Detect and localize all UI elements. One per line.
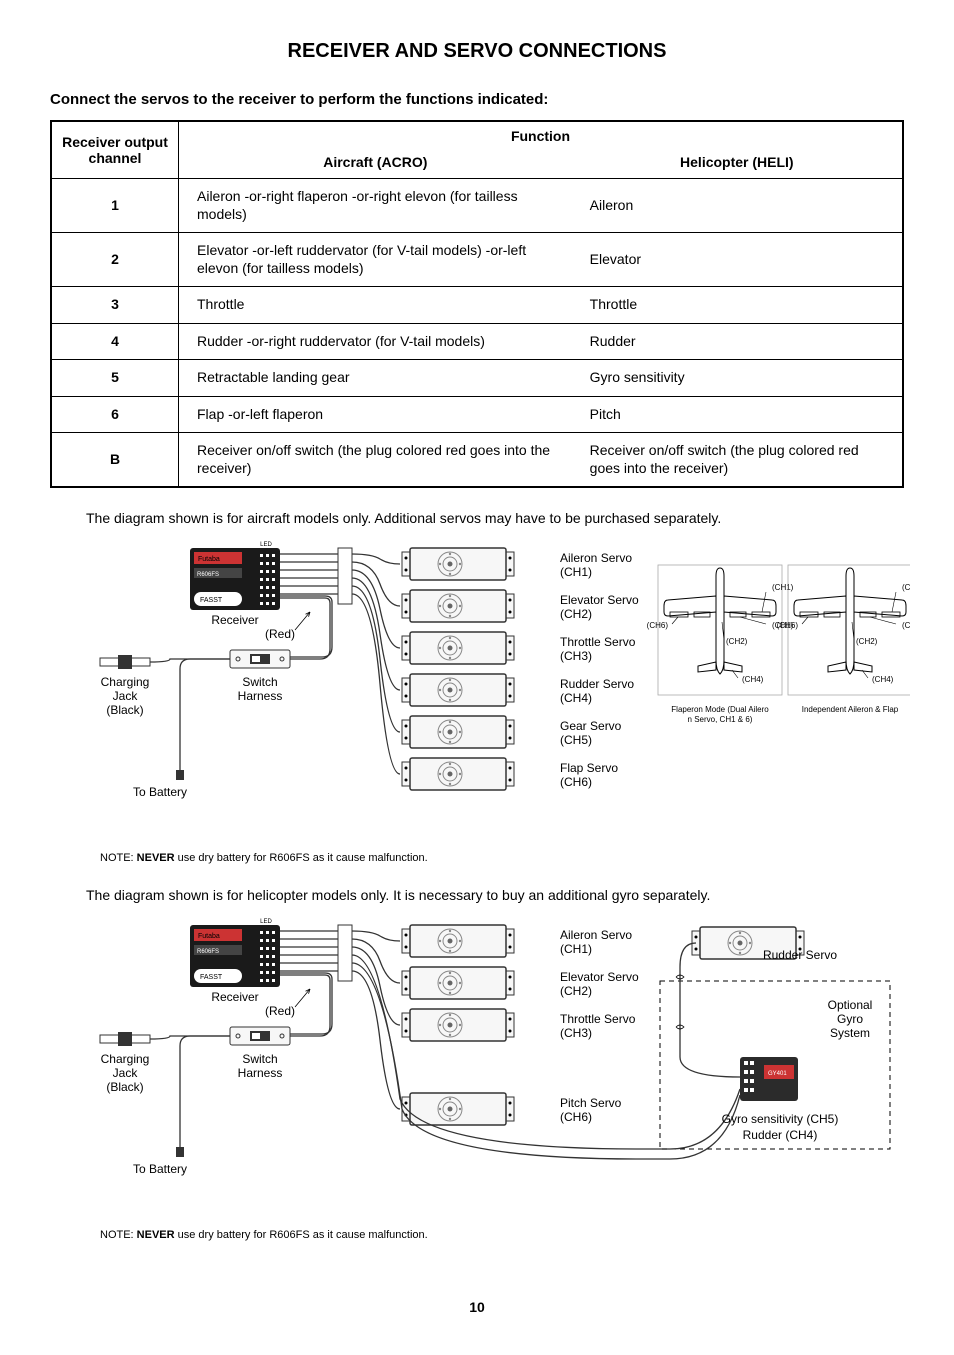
- svg-text:To Battery: To Battery: [133, 785, 187, 799]
- svg-text:Aileron Servo: Aileron Servo: [560, 551, 632, 565]
- table-row-heli: Aileron: [572, 179, 903, 233]
- svg-text:(CH4): (CH4): [560, 691, 592, 705]
- svg-text:To Battery: To Battery: [133, 1162, 187, 1176]
- svg-text:Charging: Charging: [101, 675, 150, 689]
- svg-text:Flap Servo: Flap Servo: [560, 761, 618, 775]
- svg-text:Throttle Servo: Throttle Servo: [560, 635, 636, 649]
- svg-text:(Black): (Black): [106, 1080, 143, 1094]
- diagram-heli: Futaba R606FS FASST LED Receiver (Red) SwitchH…: [80, 917, 904, 1212]
- table-row-heli: Pitch: [572, 396, 903, 433]
- svg-text:(CH6): (CH6): [902, 621, 910, 630]
- svg-text:Pitch Servo: Pitch Servo: [560, 1096, 622, 1110]
- table-row-ch: 6: [51, 396, 179, 433]
- col-acro: Aircraft (ACRO): [179, 150, 572, 179]
- svg-text:(CH6): (CH6): [647, 621, 669, 630]
- table-row-ch: 2: [51, 233, 179, 287]
- svg-text:GY401: GY401: [768, 1071, 787, 1077]
- svg-text:Gyro sensitivity (CH5): Gyro sensitivity (CH5): [722, 1112, 839, 1126]
- svg-text:(CH1): (CH1): [902, 583, 910, 592]
- svg-text:Harness: Harness: [238, 689, 283, 703]
- table-row-ch: B: [51, 433, 179, 488]
- svg-text:Throttle Servo: Throttle Servo: [560, 1012, 636, 1026]
- svg-text:Rudder Servo: Rudder Servo: [763, 948, 837, 962]
- svg-text:Harness: Harness: [238, 1066, 283, 1080]
- page-number: 10: [50, 1299, 904, 1315]
- svg-text:Elevator Servo: Elevator Servo: [560, 970, 639, 984]
- table-row-acro: Throttle: [179, 287, 572, 324]
- svg-text:Elevator Servo: Elevator Servo: [560, 593, 639, 607]
- svg-text:(CH1): (CH1): [772, 583, 794, 592]
- svg-text:Aileron Servo: Aileron Servo: [560, 928, 632, 942]
- svg-text:(CH3): (CH3): [560, 649, 592, 663]
- svg-text:Gear Servo: Gear Servo: [560, 719, 622, 733]
- svg-text:R606FS: R606FS: [197, 572, 219, 578]
- svg-text:Gyro: Gyro: [837, 1012, 863, 1026]
- svg-text:Switch: Switch: [242, 675, 277, 689]
- svg-text:System: System: [830, 1026, 870, 1040]
- svg-text:(CH6): (CH6): [560, 775, 592, 789]
- svg-text:R606FS: R606FS: [197, 949, 219, 955]
- table-row-acro: Retractable landing gear: [179, 360, 572, 397]
- svg-text:Optional: Optional: [828, 998, 873, 1012]
- subtitle: Connect the servos to the receiver to pe…: [50, 91, 904, 108]
- col-function: Function: [179, 121, 904, 150]
- svg-text:Jack: Jack: [113, 1066, 139, 1080]
- note-aircraft: The diagram shown is for aircraft models…: [86, 510, 904, 526]
- table-row-ch: 3: [51, 287, 179, 324]
- table-row-heli: Throttle: [572, 287, 903, 324]
- svg-text:(CH1): (CH1): [560, 942, 592, 956]
- table-row-acro: Aileron -or-right flaperon -or-right ele…: [179, 179, 572, 233]
- diagram-aircraft: Futaba R606FS FASST LED Receiver (Red) SwitchH…: [80, 540, 904, 835]
- svg-text:(CH5): (CH5): [560, 733, 592, 747]
- table-row-heli: Gyro sensitivity: [572, 360, 903, 397]
- battery-note-2: NOTE: NEVER use dry battery for R606FS a…: [100, 1228, 904, 1242]
- svg-text:(CH6): (CH6): [560, 1110, 592, 1124]
- page-title: RECEIVER AND SERVO CONNECTIONS: [50, 40, 904, 63]
- svg-text:(CH3): (CH3): [560, 1026, 592, 1040]
- table-row-acro: Elevator -or-left ruddervator (for V-tai…: [179, 233, 572, 287]
- table-row-ch: 5: [51, 360, 179, 397]
- svg-text:LED: LED: [260, 542, 272, 548]
- svg-text:Charging: Charging: [101, 1052, 150, 1066]
- connection-table: Receiver output channel Function Aircraf…: [50, 120, 904, 488]
- battery-note-1: NOTE: NEVER use dry battery for R606FS a…: [100, 851, 904, 865]
- svg-text:Switch: Switch: [242, 1052, 277, 1066]
- svg-text:(CH1): (CH1): [560, 565, 592, 579]
- svg-text:Futaba: Futaba: [198, 556, 220, 563]
- col-heli: Helicopter (HELI): [572, 150, 903, 179]
- svg-text:(CH2): (CH2): [726, 637, 748, 646]
- svg-text:Rudder Servo: Rudder Servo: [560, 677, 634, 691]
- note-heli: The diagram shown is for helicopter mode…: [86, 887, 904, 903]
- svg-text:LED: LED: [260, 919, 272, 925]
- svg-text:FASST: FASST: [200, 597, 223, 604]
- svg-text:(CH2): (CH2): [856, 637, 878, 646]
- svg-text:(Black): (Black): [106, 703, 143, 717]
- svg-text:(Red): (Red): [265, 627, 295, 641]
- svg-text:FASST: FASST: [200, 974, 223, 981]
- svg-text:Receiver: Receiver: [211, 990, 258, 1004]
- svg-text:(CH6): (CH6): [777, 621, 799, 630]
- table-row-acro: Flap -or-left flaperon: [179, 396, 572, 433]
- svg-text:Flaperon Mode (Dual Ailero: Flaperon Mode (Dual Ailero: [671, 705, 769, 714]
- svg-text:(CH4): (CH4): [872, 675, 894, 684]
- table-row-acro: Rudder -or-right ruddervator (for V-tail…: [179, 323, 572, 360]
- svg-text:Rudder (CH4): Rudder (CH4): [743, 1128, 818, 1142]
- table-row-ch: 4: [51, 323, 179, 360]
- svg-text:Jack: Jack: [113, 689, 139, 703]
- svg-text:(CH2): (CH2): [560, 984, 592, 998]
- table-row-ch: 1: [51, 179, 179, 233]
- svg-text:Independent Aileron & Flap: Independent Aileron & Flap: [802, 705, 899, 714]
- svg-text:Receiver: Receiver: [211, 613, 258, 627]
- svg-text:(Red): (Red): [265, 1004, 295, 1018]
- col-channel: Receiver output channel: [51, 121, 179, 179]
- svg-text:(CH4): (CH4): [742, 675, 764, 684]
- table-row-heli: Receiver on/off switch (the plug colored…: [572, 433, 903, 488]
- table-row-heli: Elevator: [572, 233, 903, 287]
- svg-text:(CH2): (CH2): [560, 607, 592, 621]
- table-row-acro: Receiver on/off switch (the plug colored…: [179, 433, 572, 488]
- svg-text:Futaba: Futaba: [198, 933, 220, 940]
- svg-text:n Servo, CH1 & 6): n Servo, CH1 & 6): [688, 715, 753, 724]
- table-row-heli: Rudder: [572, 323, 903, 360]
